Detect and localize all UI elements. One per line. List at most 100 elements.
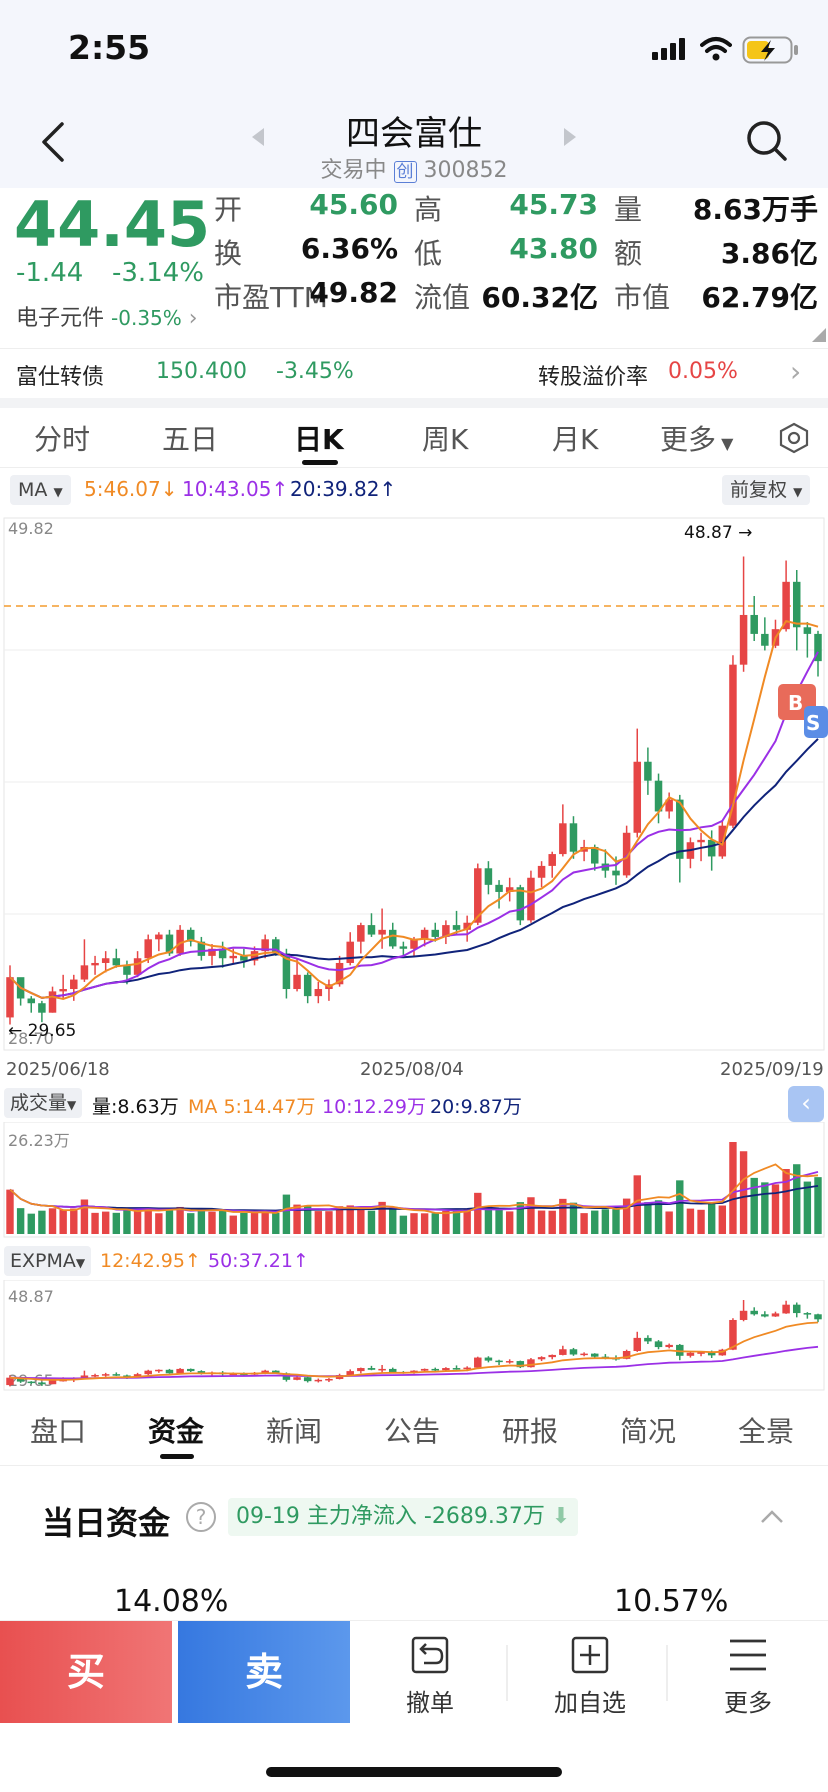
ma-legend-row: MA ▼ 5:46.07↓ 10:43.05↑ 20:39.82↑ 前复权 ▼ xyxy=(0,470,828,510)
caret-down-icon: ▼ xyxy=(793,485,803,499)
tab-announcements[interactable]: 公告 xyxy=(384,1415,441,1448)
field-value: 45.60 xyxy=(309,188,398,221)
candle-body xyxy=(314,1379,323,1382)
candle-body xyxy=(357,1368,365,1372)
volume-bar xyxy=(601,1209,610,1234)
ma20-value: 20:39.82↑ xyxy=(290,477,397,501)
ma-indicator-select[interactable]: MA ▼ xyxy=(10,475,71,505)
field-label: 低 xyxy=(414,237,443,270)
search-icon[interactable] xyxy=(744,118,790,164)
next-stock-icon[interactable] xyxy=(562,126,578,148)
settings-hexagon-icon[interactable] xyxy=(778,422,810,454)
volume-bar xyxy=(399,1215,408,1234)
cancel-order-button[interactable]: 撤单 xyxy=(370,1621,490,1731)
tab-overview[interactable]: 全景 xyxy=(738,1415,795,1448)
candle-body xyxy=(792,581,801,628)
ma20-line xyxy=(9,738,819,999)
kline-chart[interactable]: 49.82 28.70 48.87 → ← 29.65 B S 2025/06/… xyxy=(0,514,828,1084)
volume-bar xyxy=(59,1209,67,1234)
candle-body xyxy=(782,1304,790,1314)
collapse-panel-icon[interactable]: ‹ xyxy=(788,1086,824,1122)
volume-bar xyxy=(676,1180,684,1234)
buy-button[interactable]: 买 xyxy=(0,1621,172,1723)
prev-stock-icon[interactable] xyxy=(250,126,266,148)
back-icon[interactable] xyxy=(38,120,66,164)
candle-body xyxy=(665,1344,673,1348)
volume-bar xyxy=(293,1204,301,1234)
status-bar: 2:55 xyxy=(0,0,828,100)
sell-button[interactable]: 卖 xyxy=(178,1621,350,1723)
candle-body xyxy=(612,870,620,876)
tab-weekly-k[interactable]: 周K xyxy=(422,423,469,456)
chevron-up-icon[interactable] xyxy=(760,1508,784,1524)
candle-body xyxy=(144,1370,152,1375)
tab-research[interactable]: 研报 xyxy=(502,1415,559,1448)
field-label: 流值 xyxy=(414,281,471,314)
candle-body xyxy=(452,925,461,930)
candle-body xyxy=(303,974,312,997)
volume-bar xyxy=(537,1210,546,1234)
candle-body xyxy=(6,1377,14,1386)
date-label-mid: 2025/08/04 xyxy=(360,1059,464,1080)
candle-body xyxy=(112,958,121,966)
candle-body xyxy=(218,948,227,959)
volume-ma20-line xyxy=(9,1185,819,1212)
tab-order-book[interactable]: 盘口 xyxy=(30,1415,87,1448)
sector-link[interactable]: 电子元件 -0.35% › xyxy=(16,300,198,332)
volume-bar xyxy=(272,1212,280,1234)
candle-body xyxy=(399,946,408,949)
candle-body xyxy=(569,1349,578,1355)
capital-summary: 09-19 主力净流入 -2689.37万 ⬇ xyxy=(228,1498,579,1536)
volume-bar xyxy=(591,1210,599,1234)
candle-body xyxy=(431,929,440,937)
bond-name: 富仕转债 xyxy=(16,365,105,390)
volume-indicator-select[interactable]: 成交量▼ xyxy=(4,1088,83,1118)
volume-chart: 26.23万 xyxy=(3,1122,825,1238)
volume-top-label: 26.23万 xyxy=(8,1131,70,1150)
volume-bar xyxy=(495,1208,503,1234)
candle-body xyxy=(335,962,344,985)
tab-daily-k[interactable]: 日K xyxy=(294,423,344,456)
tab-intraday[interactable]: 分时 xyxy=(34,423,91,456)
tab-monthly-k[interactable]: 月K xyxy=(552,423,599,456)
volume-bar xyxy=(793,1164,801,1234)
candle-body xyxy=(197,941,206,956)
volume-value: 量:8.63万 xyxy=(92,1096,179,1118)
date-label-start: 2025/06/18 xyxy=(6,1059,110,1080)
tab-more[interactable]: 更多 ▼ xyxy=(660,418,733,458)
caret-down-icon: ▼ xyxy=(67,1098,77,1112)
candle-body xyxy=(750,1310,758,1315)
sell-signal-label: S xyxy=(806,711,820,735)
tab-profile[interactable]: 简况 xyxy=(620,1415,677,1448)
divider xyxy=(666,1645,668,1701)
expma50-value: 50:37.21↑ xyxy=(208,1250,309,1272)
candle-body xyxy=(186,1368,195,1372)
candle-body xyxy=(133,1374,142,1378)
adjust-select[interactable]: 前复权 ▼ xyxy=(722,475,811,505)
more-button[interactable]: 更多 xyxy=(688,1621,808,1731)
volume-bar xyxy=(218,1208,227,1234)
caret-down-icon: ▼ xyxy=(75,1256,86,1270)
max-mark-label: 48.87 → xyxy=(684,523,752,543)
volume-bar xyxy=(261,1210,269,1234)
candle-body xyxy=(495,884,503,892)
candle-body xyxy=(590,846,599,864)
convertible-bond-row[interactable]: 富仕转债 150.400 -3.45% 转股溢价率 0.05% › xyxy=(0,348,828,398)
volume-bar xyxy=(378,1201,386,1234)
volume-bars xyxy=(6,1142,822,1234)
volume-bar xyxy=(729,1142,737,1234)
expma-indicator-select[interactable]: EXPMA▼ xyxy=(4,1246,92,1276)
tab-capital[interactable]: 资金 xyxy=(148,1415,205,1448)
expma12-value: 12:42.95↑ xyxy=(100,1250,201,1272)
help-icon[interactable]: ? xyxy=(186,1502,216,1532)
add-watchlist-button[interactable]: 加自选 xyxy=(530,1621,650,1731)
volume-bar xyxy=(697,1209,705,1234)
candle-body xyxy=(27,1381,36,1384)
board-tag: 创 xyxy=(393,161,417,183)
volume-bar xyxy=(665,1211,673,1234)
candle-body xyxy=(814,633,822,662)
tab-news[interactable]: 新闻 xyxy=(266,1415,323,1448)
volume-bar xyxy=(176,1206,184,1234)
tab-five-day[interactable]: 五日 xyxy=(162,423,219,456)
candle-body xyxy=(80,1375,89,1379)
